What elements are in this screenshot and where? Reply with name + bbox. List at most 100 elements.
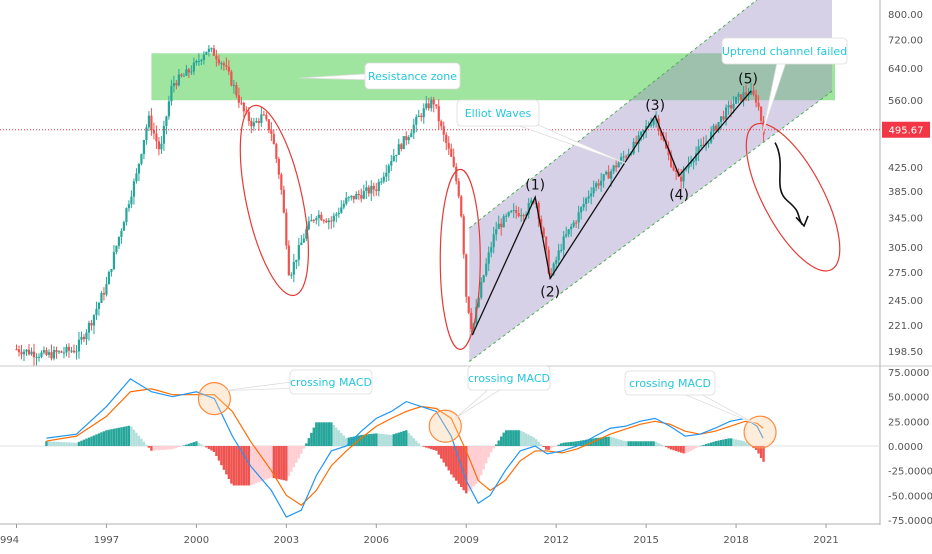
candle-body: [400, 144, 403, 150]
macd-histogram-bar: [282, 446, 286, 481]
candle-body: [445, 134, 448, 144]
candle-body: [30, 351, 33, 355]
macd-histogram-bar: [182, 445, 186, 446]
macd-histogram-bar: [262, 446, 266, 481]
macd-histogram-bar: [392, 434, 395, 446]
candle-body: [565, 234, 568, 237]
crossing-macd-label-box: [467, 365, 551, 391]
candle-body: [172, 83, 176, 87]
candle-body: [160, 143, 163, 150]
macd-histogram-bar: [117, 427, 121, 446]
candle-body: [585, 198, 588, 205]
candle-body: [350, 195, 353, 198]
resistance-label-box: [364, 62, 461, 90]
macd-histogram-bar: [517, 430, 520, 446]
macd-histogram-bar: [70, 442, 73, 446]
candle-body: [732, 103, 735, 109]
candle-body: [280, 174, 283, 190]
candle-body: [312, 219, 315, 221]
candle-body: [387, 165, 390, 173]
candle-body: [575, 222, 578, 224]
candle-body: [330, 220, 333, 222]
candle-body: [724, 107, 728, 120]
macd-histogram-bar: [457, 446, 460, 484]
candle-body: [707, 142, 710, 144]
macd-histogram-bar: [604, 436, 608, 446]
candle-body: [325, 220, 328, 223]
forecast-arrowhead: [795, 215, 809, 228]
macd-histogram-bar: [152, 446, 156, 451]
candle-body: [692, 160, 695, 163]
candle-body: [220, 63, 223, 65]
macd-histogram-bar: [762, 446, 765, 462]
candle-body: [737, 94, 740, 97]
macd-histogram-bar: [132, 429, 136, 446]
candle-body: [739, 94, 743, 101]
macd-histogram-bar: [90, 436, 93, 446]
candle-body: [222, 63, 225, 66]
candle-body: [697, 146, 700, 154]
candle-body: [605, 171, 608, 175]
macd-histogram-bar: [160, 446, 163, 450]
time-tick-label: 2000: [184, 535, 209, 546]
macd-histogram-bar: [594, 438, 598, 446]
candle-body: [465, 254, 468, 297]
macd-histogram-bar: [45, 441, 48, 446]
macd-histogram-bar: [250, 446, 253, 486]
candle-body: [72, 350, 76, 353]
macd-histogram-bar: [382, 434, 385, 446]
candle-body: [272, 134, 275, 145]
candle-body: [410, 133, 413, 138]
candle-body: [570, 226, 573, 230]
macd-histogram-bar: [515, 430, 518, 446]
macd-histogram-bar: [167, 446, 171, 450]
macd-histogram-bar: [387, 434, 390, 446]
macd-histogram-bar: [177, 446, 181, 448]
macd-histogram-bar: [137, 435, 141, 446]
crash-ellipse-2008: [439, 168, 481, 350]
candle-body: [742, 92, 745, 101]
candle-body: [680, 176, 683, 182]
candle-body: [357, 193, 360, 196]
macd-histogram-bar: [415, 440, 418, 446]
macd-histogram-bar: [480, 446, 483, 476]
candle-body: [125, 208, 128, 223]
candle-body: [155, 133, 158, 142]
elliot-wave-path: [471, 90, 752, 336]
candle-body: [590, 193, 593, 197]
candle-body: [572, 222, 575, 227]
candle-body: [487, 252, 490, 264]
candle-body: [754, 94, 758, 103]
macd-histogram-bar: [390, 434, 393, 446]
candle-body: [437, 106, 440, 122]
candle-body: [500, 223, 503, 228]
macd-histogram-bar: [622, 440, 625, 446]
macd-histogram-bar: [727, 438, 730, 446]
macd-histogram-bar: [432, 446, 435, 450]
macd-histogram-bar: [584, 439, 588, 446]
candle-body: [302, 238, 305, 243]
candle-body: [255, 120, 258, 123]
candle-body: [670, 155, 673, 167]
macd-histogram-bar: [57, 441, 61, 446]
macd-histogram-bar: [280, 446, 283, 480]
candle-body: [285, 212, 288, 246]
forecast-ellipse: [745, 122, 841, 272]
candle-body: [265, 115, 268, 120]
candle-body: [700, 144, 703, 147]
macd-histogram-bar: [190, 442, 193, 446]
macd-histogram-bar: [707, 443, 710, 446]
candle-body: [27, 349, 31, 355]
candle-body: [432, 99, 435, 105]
candle-body: [592, 187, 595, 194]
candle-body: [62, 352, 66, 354]
time-tick-label: 2015: [633, 535, 658, 546]
macd-histogram-bar: [295, 446, 298, 463]
candle-body: [202, 54, 205, 61]
macd-line: [46, 378, 764, 518]
candle-body: [122, 222, 126, 231]
macd-histogram-bar: [165, 446, 168, 450]
candle-body: [92, 315, 96, 326]
macd-histogram-bar: [327, 422, 331, 446]
